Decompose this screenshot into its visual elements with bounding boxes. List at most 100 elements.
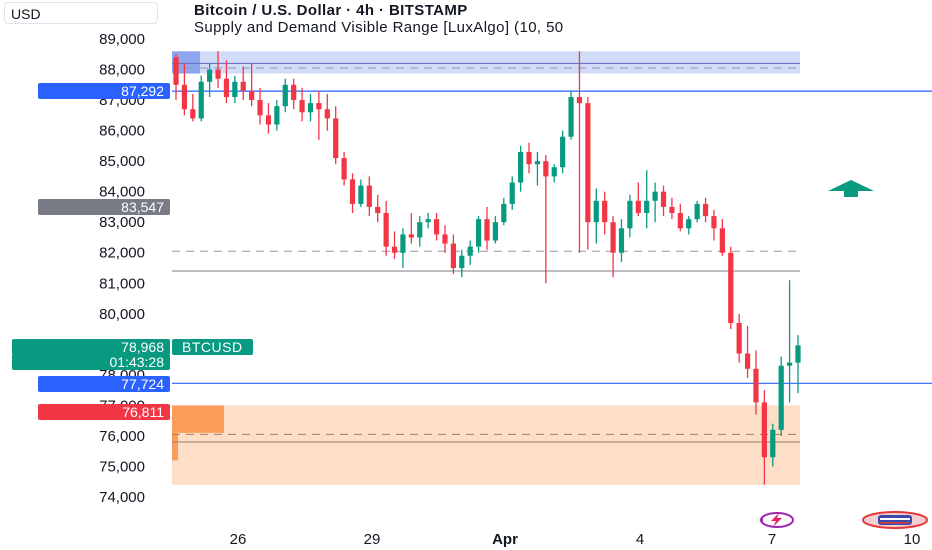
candle-body [526, 151, 532, 165]
candle-body [518, 151, 524, 183]
candle-body [417, 222, 423, 238]
candle-body [467, 246, 473, 256]
candle [677, 203, 683, 232]
price-tag-level-low: 76,811 [38, 404, 170, 420]
candle [274, 100, 280, 131]
candle-body [400, 234, 406, 253]
candle-body [316, 103, 322, 110]
candle [257, 87, 263, 125]
candle-body [433, 219, 440, 235]
y-tick-label: 86,000 [99, 123, 145, 140]
price-axis[interactable]: 74,00075,00076,00077,00078,00079,00080,0… [99, 31, 145, 506]
candle-body [534, 161, 541, 165]
candle-body [425, 219, 431, 223]
candle-body [291, 84, 297, 101]
candle [408, 213, 414, 244]
candle [375, 194, 381, 223]
candle-body [770, 429, 776, 458]
y-tick-label: 83,000 [99, 214, 145, 231]
candle-body [669, 206, 675, 214]
candle-body [585, 103, 591, 223]
candle-body [333, 118, 339, 159]
candle-body [383, 213, 389, 247]
candle [425, 213, 431, 229]
candle-body [442, 234, 448, 244]
candle-body [593, 200, 599, 223]
candle-body [249, 90, 255, 101]
candle-body [736, 322, 742, 354]
x-tick-label: 26 [230, 531, 247, 548]
demand-zone [172, 405, 800, 485]
candle [719, 219, 725, 256]
chart-title: Bitcoin / U.S. Dollar · 4h · BITSTAMP [194, 2, 468, 19]
y-tick-label: 74,000 [99, 489, 145, 506]
candle [534, 151, 541, 186]
price-tag-level-high: 87,292 [38, 83, 170, 99]
candle-body [509, 182, 515, 204]
candle [190, 93, 196, 122]
candle-body [450, 243, 456, 268]
currency-selector[interactable]: USD [4, 2, 158, 24]
candle [223, 60, 230, 104]
candle [324, 93, 330, 131]
candle [240, 66, 246, 101]
candle-body [274, 106, 280, 125]
candle-body [568, 97, 574, 137]
candle [282, 78, 288, 113]
indicator-legend[interactable]: Supply and Demand Visible Range [LuxAlgo… [194, 19, 564, 36]
time-axis[interactable]: 26 29 Apr 4 7 10 [230, 531, 921, 548]
candle-body [173, 57, 179, 85]
candle [358, 179, 364, 207]
y-tick-label: 76,000 [99, 428, 145, 445]
candle-body [618, 228, 625, 253]
demand-zone-anchor-bar [172, 432, 178, 461]
candle [753, 350, 759, 415]
candle [341, 151, 347, 186]
y-tick-label: 85,000 [99, 153, 145, 170]
candle [442, 225, 448, 253]
candle-body [627, 200, 633, 229]
candle [576, 51, 583, 253]
candle [316, 90, 322, 140]
candle [786, 280, 793, 403]
candle-body [358, 185, 364, 204]
y-tick-label: 82,000 [99, 245, 145, 262]
flag-logo-icon [862, 511, 928, 529]
candle [744, 326, 751, 378]
candle [526, 142, 532, 174]
up-arrow-icon[interactable] [828, 180, 874, 197]
candle [484, 206, 490, 250]
y-tick-label: 81,000 [99, 275, 145, 292]
candle [417, 216, 423, 247]
candle-body [391, 246, 398, 253]
candle-body [215, 69, 221, 79]
candle [711, 209, 717, 241]
candle-body [652, 191, 658, 201]
candle [660, 185, 667, 217]
candle-body [560, 136, 566, 168]
candle [761, 390, 767, 485]
candle [702, 197, 709, 223]
candle [467, 240, 473, 265]
candle-body [795, 345, 801, 363]
candle-body [686, 219, 692, 229]
y-tick-label: 89,000 [99, 31, 145, 48]
candle-body [677, 213, 683, 229]
candle-body [198, 81, 204, 119]
candle [232, 75, 238, 104]
price-tag-last: 78,968 [12, 339, 170, 355]
candle [198, 75, 204, 122]
candle-body [694, 203, 700, 220]
candle-body [232, 81, 238, 98]
candle [307, 93, 314, 122]
x-tick-label: 29 [364, 531, 381, 548]
candle [543, 155, 549, 284]
candle-body [551, 167, 557, 177]
y-tick-label: 88,000 [99, 62, 145, 79]
candle [593, 188, 599, 244]
candle [215, 51, 221, 88]
candle-body [660, 191, 667, 207]
x-tick-label: 4 [636, 531, 644, 548]
candle [509, 176, 515, 210]
